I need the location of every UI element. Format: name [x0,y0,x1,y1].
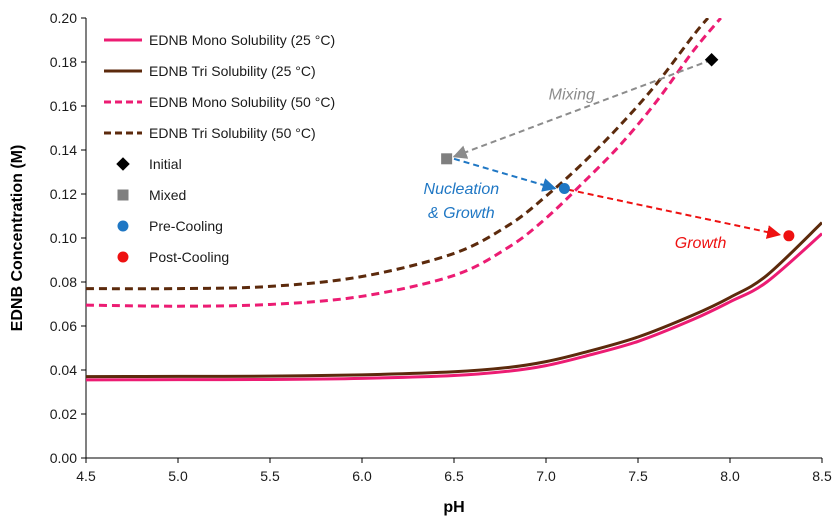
point-initial [704,53,719,67]
legend-label-initial: Initial [149,156,182,172]
annotation-4: Growth [675,235,727,252]
annotation-layer: Mixing Nucleation & Growth Growth [424,86,727,252]
y-tick-label: 0.04 [50,362,77,378]
legend-marker-post-cooling [117,251,129,263]
legend-label-mixed: Mixed [149,187,186,203]
y-tick-label: 0.08 [50,274,77,290]
x-tick-label: 8.0 [720,468,740,484]
legend-label-pre-cooling: Pre-Cooling [149,218,223,234]
legend-label-post-cooling: Post-Cooling [149,249,229,265]
point-post-cooling [783,230,795,242]
series-line-2 [86,221,822,379]
y-axis-title: EDNB Concentration (M) [9,145,26,332]
legend: EDNB Mono Solubility (25 °C) EDNB Tri Sol… [104,32,335,265]
arrow-3 [567,188,782,239]
axes: 0.00 0.02 0.04 0.06 0.08 0.10 0.12 0.14 0.16 0.18… [50,10,832,484]
legend-label-series-4: EDNB Tri Solubility (50 °C) [149,125,316,141]
x-tick-label: 5.5 [260,468,280,484]
legend-marker-initial [116,157,130,171]
y-tick-label: 0.10 [50,230,77,246]
x-tick-label: 8.5 [812,468,832,484]
series-line-4 [86,18,710,291]
x-axis-title: pH [443,499,464,516]
y-tick-label: 0.00 [50,450,77,466]
x-tick-label: 6.5 [444,468,464,484]
arrow-1 [452,58,712,159]
series-line-1 [86,232,822,382]
series-layer [86,18,822,382]
y-tick-label: 0.12 [50,186,77,202]
y-tick-label: 0.14 [50,142,77,158]
x-tick-label: 4.5 [76,468,96,484]
point-mixed [441,153,453,165]
legend-marker-mixed [117,189,129,201]
y-tick-label: 0.06 [50,318,77,334]
legend-marker-pre-cooling [117,220,129,232]
point-pre-cooling [558,183,570,194]
annotation-1: Mixing [549,86,595,103]
point-layer [441,53,795,242]
arrow-layer [452,58,782,239]
arrow-2 [453,157,557,192]
x-tick-label: 7.5 [628,468,648,484]
legend-label-series-1: EDNB Mono Solubility (25 °C) [149,32,335,48]
y-tick-label: 0.20 [50,10,77,26]
y-tick-label: 0.16 [50,98,77,114]
legend-label-series-2: EDNB Tri Solubility (25 °C) [149,63,316,79]
y-tick-label: 0.18 [50,54,77,70]
y-tick-label: 0.02 [50,406,77,422]
x-tick-label: 6.0 [352,468,372,484]
annotation-3: & Growth [428,205,495,222]
annotation-2: Nucleation [424,181,500,198]
x-tick-label: 7.0 [536,468,556,484]
x-tick-label: 5.0 [168,468,188,484]
series-line-3 [86,18,722,308]
legend-label-series-3: EDNB Mono Solubility (50 °C) [149,94,335,110]
